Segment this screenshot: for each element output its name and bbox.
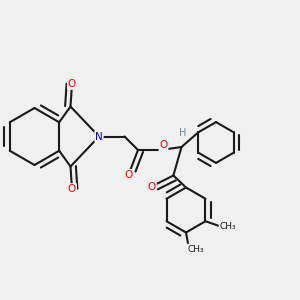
Text: H: H (179, 128, 187, 138)
Text: O: O (159, 140, 168, 151)
Text: O: O (68, 79, 76, 89)
Text: CH₃: CH₃ (219, 222, 236, 231)
Text: CH₃: CH₃ (187, 244, 204, 253)
Text: O: O (148, 182, 156, 193)
Text: O: O (124, 170, 132, 180)
Text: O: O (68, 184, 76, 194)
Text: N: N (95, 131, 103, 142)
